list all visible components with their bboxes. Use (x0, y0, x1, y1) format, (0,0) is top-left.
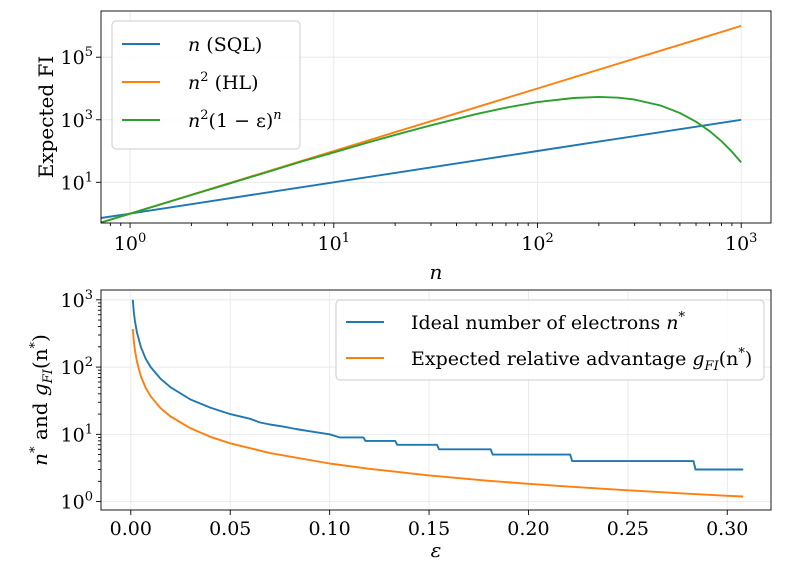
bottom-x-tick-label: 0.25 (607, 518, 649, 540)
bottom-x-axis-label: ε (431, 538, 442, 562)
bottom-x-tick-label: 0.15 (408, 518, 450, 540)
top-x-tick-label: 101 (318, 231, 350, 255)
top-legend-label-2: n2 (HL) (188, 70, 259, 94)
top-ticks: 100 101 102 103 101 103 105 (61, 45, 758, 255)
bottom-x-tick-label: 0.05 (209, 518, 251, 540)
bottom-series-line-1 (131, 299, 744, 471)
top-chart: 100 101 102 103 101 103 105 n Expected FI n (S… (34, 10, 772, 284)
top-legend-label-3: n2(1 − ε)n (188, 108, 282, 132)
bottom-legend-label-1: Ideal number of electrons n* (411, 310, 686, 334)
top-y-tick-label: 105 (61, 45, 93, 69)
bottom-plot-frame (100, 289, 772, 511)
bottom-legend-box (335, 299, 765, 381)
top-x-axis-label: n (430, 260, 443, 284)
top-y-tick-label: 101 (61, 170, 93, 194)
top-series-line-1 (100, 118, 742, 219)
bottom-y-axis-label: n* and gFI(n*) (28, 334, 56, 466)
bottom-y-tick-label: 102 (61, 355, 93, 379)
top-plot-frame (100, 10, 772, 224)
top-x-tick-label: 102 (521, 231, 553, 255)
top-legend-box (111, 20, 301, 150)
bottom-series-line-2 (131, 328, 744, 498)
bottom-x-tick-label: 0.20 (507, 518, 549, 540)
bottom-y-tick-label: 103 (61, 288, 93, 312)
top-x-tick-label: 103 (725, 231, 757, 255)
bottom-x-tick-label: 0.10 (308, 518, 350, 540)
top-x-tick-label: 100 (114, 231, 146, 255)
top-series-line-3 (100, 95, 742, 224)
bottom-ticks: 0.00 0.05 0.10 0.15 0.20 0.25 0.30 100 101 102 103 (61, 288, 749, 540)
bottom-series-group (131, 299, 744, 498)
bottom-y-tick-label: 100 (61, 490, 93, 514)
bottom-chart: 0.00 0.05 0.10 0.15 0.20 0.25 0.30 100 101 102 103… (28, 288, 772, 562)
bottom-x-tick-label: 0.30 (706, 518, 748, 540)
bottom-y-tick-label: 101 (61, 422, 93, 446)
bottom-legend-label-2: Expected relative advantage gFI(n*) (411, 346, 752, 374)
top-series-group (100, 24, 742, 224)
top-y-tick-label: 103 (61, 108, 93, 132)
bottom-x-tick-label: 0.00 (110, 518, 152, 540)
top-legend-label-1: n (SQL) (188, 34, 262, 56)
top-legend: n (SQL) n2 (HL) n2(1 − ε)n (111, 20, 301, 150)
top-y-axis-label: Expected FI (34, 56, 58, 179)
bottom-legend: Ideal number of electrons n* Expected rel… (335, 299, 765, 381)
